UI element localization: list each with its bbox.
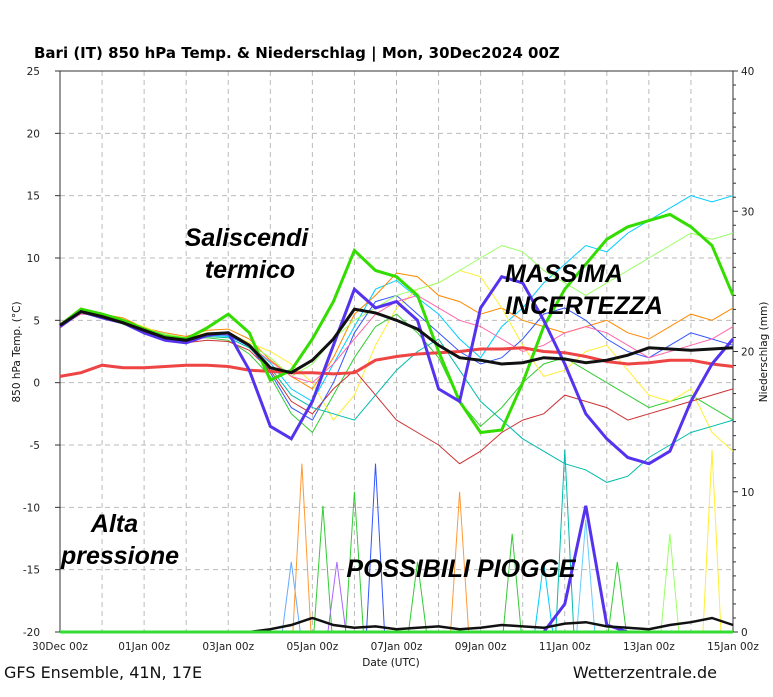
x-tick-label: 01Jan 00z [118,641,170,653]
y2-tick-label: 10 [741,487,754,499]
precip-member-spike [327,561,347,633]
annotation-alta: Alta pressione [60,510,179,570]
y-tick-label: 10 [27,253,40,265]
footer-model: GFS Ensemble, 41N, 17E [4,663,202,682]
annotation-massima: MASSIMA INCERTEZZA [505,260,663,320]
x-tick-label: 07Jan 00z [371,641,423,653]
precip-member-spike [534,561,554,633]
precipitation-series [60,449,734,634]
precip-member-spike [502,533,522,633]
x-tick-label: 11Jan 00z [539,641,591,653]
x-tick-label: 09Jan 00z [455,641,507,653]
footer-source: Wetterzentrale.de [573,663,717,682]
chart-title: Bari (IT) 850 hPa Temp. & Niederschlag |… [34,44,560,63]
y-tick-label: 0 [33,378,40,390]
axis-ticks: 30Dec 00z 01Jan 00z 03Jan 00z 05Jan 00z 07Ja… [23,66,760,653]
precip-member-spike [702,449,722,633]
y-tick-label: -5 [30,440,40,452]
x-axis-label: Date (UTC) [362,657,419,669]
operational-run-line [59,274,735,466]
precip-member-spike [408,561,427,633]
precip-member-spike [450,491,470,633]
x-tick-label: 30Dec 00z [32,641,88,653]
annotation-piogge-line1: POSSIBILI PIOGGE [346,555,577,583]
precip-member-spike [607,561,627,633]
y2-axis-label: Niederschlag (mm) [758,302,770,403]
precip-member-spike [313,505,333,633]
annotation-piogge: POSSIBILI PIOGGE [346,555,577,583]
annotation-alta-line1: Alta [90,510,138,538]
precip-member-spike [576,519,596,633]
annotation-saliscendi-line1: Saliscendi [185,224,310,252]
precip-member-spike [366,463,385,633]
y-tick-label: -10 [23,502,40,514]
x-tick-label: 05Jan 00z [286,641,338,653]
annotation-massima-line2: INCERTEZZA [505,292,663,320]
y2-tick-label: 30 [741,206,754,218]
climatology-line [59,346,734,378]
precip-member-spike [281,561,301,633]
ensemble-mean-line [59,307,734,375]
y-tick-label: 15 [27,191,40,203]
y-tick-label: 5 [33,315,40,327]
annotation-saliscendi: Saliscendi termico [185,224,316,284]
annotation-alta-line2: pressione [60,542,179,570]
x-tick-label: 03Jan 00z [202,641,254,653]
y2-tick-label: 0 [741,627,748,639]
y2-tick-label: 20 [741,347,754,359]
y-axis-label: 850 hPa Temp. (°C) [11,301,23,402]
y-tick-label: 25 [27,66,40,78]
y-tick-label: 20 [27,128,40,140]
y-tick-label: -20 [23,627,40,639]
ensemble-member-line [59,272,734,390]
ensemble-member-line [59,232,734,378]
annotation-saliscendi-line2: termico [205,256,295,284]
x-tick-label: 15Jan 00z [707,641,759,653]
annotation-massima-line1: MASSIMA [505,260,622,288]
x-tick-label: 13Jan 00z [623,641,675,653]
precip-member-spike [344,491,364,633]
precip-member-spike [292,463,312,633]
annotations: Saliscendi termico MASSIMA INCERTEZZA Al… [60,224,663,583]
y-tick-label: -15 [23,565,40,577]
y2-tick-label: 40 [741,66,754,78]
precip-member-spike [660,533,680,633]
temperature-series [59,195,735,483]
